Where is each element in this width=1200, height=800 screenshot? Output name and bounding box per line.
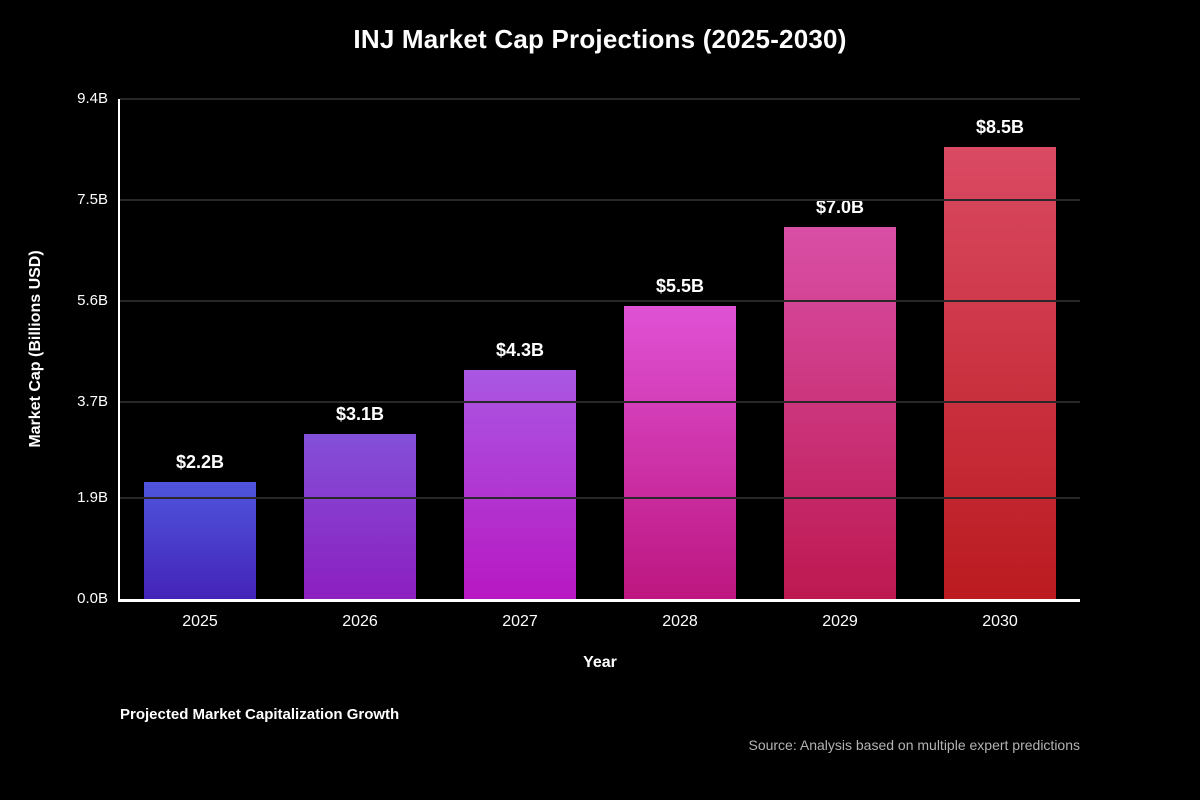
bar-2030 xyxy=(944,146,1056,599)
bar-2027 xyxy=(464,370,576,599)
x-tick-label: 2029 xyxy=(822,613,858,630)
chart-title: INJ Market Cap Projections (2025-2030) xyxy=(353,24,847,54)
x-tick-label: 2028 xyxy=(662,613,698,630)
x-axis-title: Year xyxy=(583,654,617,671)
x-tick-label: 2026 xyxy=(342,613,378,630)
y-tick-label: 0.0B xyxy=(77,590,108,607)
chart-subtitle: Projected Market Capitalization Growth xyxy=(120,706,400,723)
bar-2025 xyxy=(144,481,256,599)
bar-2028 xyxy=(624,306,736,599)
bar-value-label: $7.0B xyxy=(815,196,865,217)
y-tick-label: 5.6B xyxy=(77,292,108,310)
bar-value-label: $5.5B xyxy=(655,276,705,297)
bar-value-label: $8.5B xyxy=(975,116,1025,137)
bars-layer: $2.2B $3.1B $4.3B $5.5B $7.0B $8.5B xyxy=(120,99,1080,599)
x-tick-label: 2027 xyxy=(502,613,538,630)
x-tick-label: 2025 xyxy=(182,613,218,630)
y-tick-label: 9.4B xyxy=(77,90,108,107)
bar-2026 xyxy=(304,434,416,599)
bar-value-label: $4.3B xyxy=(495,340,545,361)
plot-area: $2.2B $3.1B $4.3B $5.5B $7.0B $8.5B xyxy=(118,98,1080,602)
y-tick-label: 1.9B xyxy=(77,488,108,506)
y-tick-label: 7.5B xyxy=(77,191,108,209)
y-axis-title: Market Cap (Billions USD) xyxy=(27,250,44,448)
bar-value-label: $3.1B xyxy=(335,404,385,425)
source-note: Source: Analysis based on multiple exper… xyxy=(748,737,1080,753)
bar-value-label: $2.2B xyxy=(175,451,225,472)
bar-2029 xyxy=(784,226,896,599)
x-tick-label: 2030 xyxy=(982,613,1018,630)
y-tick-label: 3.7B xyxy=(77,393,108,411)
